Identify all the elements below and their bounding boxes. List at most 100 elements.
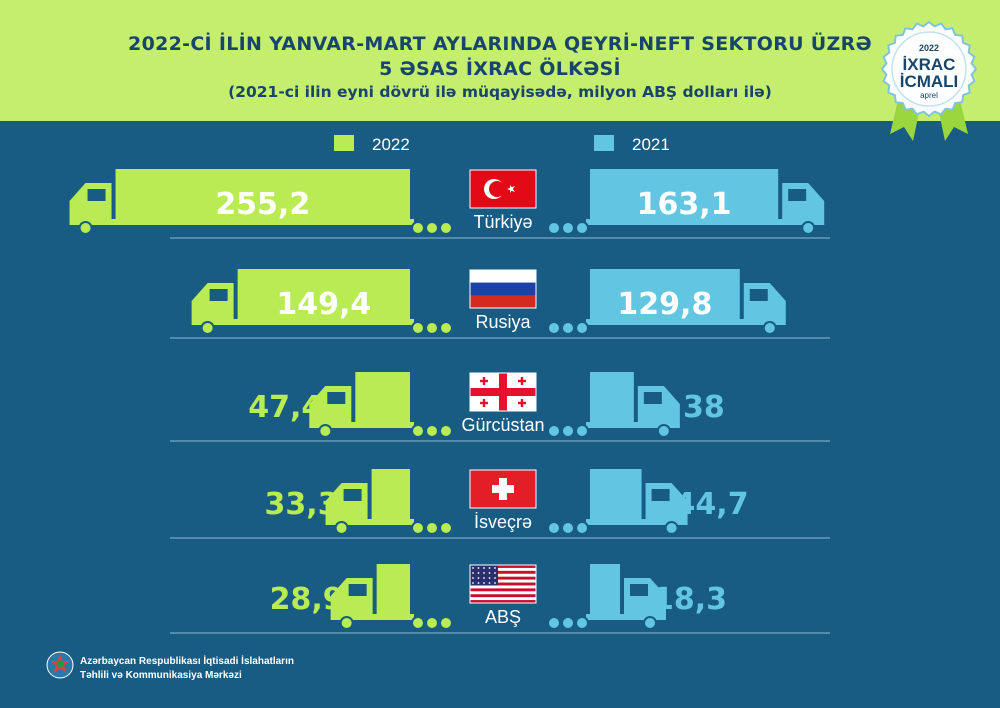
truck-cargo xyxy=(590,564,620,614)
category-label: Gürcüstan xyxy=(461,415,544,435)
truck-wheel xyxy=(561,221,575,235)
flag-star xyxy=(488,582,491,584)
truck-wheel xyxy=(439,521,453,535)
truck-wheel xyxy=(575,616,589,630)
flag-small-cross xyxy=(482,399,486,407)
truck-chassis xyxy=(586,219,793,225)
truck-cargo xyxy=(590,169,779,219)
truck-window xyxy=(327,392,346,404)
value-label-2022: 47,4 xyxy=(248,390,322,425)
footer-org-line2: Təhlili və Kommunikasiya Mərkəzi xyxy=(80,670,242,681)
flag-stripe xyxy=(470,579,536,583)
truck-chassis xyxy=(357,519,414,525)
truck-wheel xyxy=(561,616,575,630)
value-label-2022: 28,9 xyxy=(270,582,344,617)
russia-flag xyxy=(469,269,537,309)
truck-wheel xyxy=(656,424,671,438)
flag-stripe xyxy=(470,565,536,569)
truck-wheel xyxy=(439,221,453,235)
truck-2021-4 xyxy=(547,564,666,630)
truck-cargo xyxy=(237,269,410,319)
truck-wheel xyxy=(425,221,439,235)
flag-small-cross xyxy=(520,399,524,407)
flag-stripe xyxy=(470,594,536,598)
flag-stripe-white xyxy=(470,270,536,283)
flag-star xyxy=(488,572,491,574)
flag-star xyxy=(472,567,474,569)
truck-window xyxy=(348,584,367,596)
value-label-2022: 33,3 xyxy=(265,487,339,522)
flag-border xyxy=(469,169,537,209)
flag-stripe xyxy=(470,600,536,604)
truck-window xyxy=(87,189,106,201)
flag-stripe xyxy=(470,582,536,586)
truck-chassis xyxy=(101,219,415,225)
flag-star xyxy=(483,577,485,579)
value-label-2021: 38 xyxy=(683,390,725,425)
truck-wheel xyxy=(664,521,679,535)
value-label-2022: 255,2 xyxy=(215,187,310,222)
value-label-2022: 149,4 xyxy=(276,287,371,322)
truck-wheel xyxy=(561,424,575,438)
truck-wheel xyxy=(411,521,425,535)
flag-stripe xyxy=(470,591,536,595)
flag-star xyxy=(488,577,491,579)
truck-wheel xyxy=(425,321,439,335)
flag-cross-h xyxy=(492,485,514,493)
chart-title-line1: 2022-Cİ İLİN YANVAR-MART AYLARINDA QEYRİ… xyxy=(128,33,872,55)
truck-window xyxy=(651,489,670,501)
truck-wheel xyxy=(425,424,439,438)
category-label: Türkiyə xyxy=(473,212,532,232)
flag-stripe xyxy=(470,570,536,575)
truck-wheel xyxy=(575,221,589,235)
truck-cargo xyxy=(355,372,410,422)
flag-star xyxy=(507,185,515,193)
legend-label-2021: 2021 xyxy=(632,135,670,154)
flag-border xyxy=(469,564,537,604)
flag-stripe xyxy=(470,573,536,577)
truck-wheel xyxy=(547,616,561,630)
truck-wheel xyxy=(762,321,777,335)
flag-star xyxy=(472,572,474,574)
truck-2021-1 xyxy=(547,269,786,335)
usa-flag xyxy=(469,564,537,604)
truck-wheel xyxy=(411,616,425,630)
legend-swatch-2021 xyxy=(594,135,614,151)
truck-wheel xyxy=(200,321,215,335)
truck-wheel xyxy=(575,321,589,335)
truck-wheel xyxy=(547,221,561,235)
value-label-2021: 129,8 xyxy=(617,287,712,322)
flag-star xyxy=(494,572,496,574)
truck-wheel xyxy=(339,616,354,630)
flag-star xyxy=(472,582,474,584)
switzerland-flag xyxy=(469,469,537,509)
badge-line2: İCMALI xyxy=(900,72,959,91)
truck-2022-2 xyxy=(309,372,453,438)
flag-stripe xyxy=(470,588,536,592)
flag-star xyxy=(494,582,496,584)
truck-2021-0 xyxy=(547,169,825,235)
truck-wheel xyxy=(547,424,561,438)
category-label: Rusiya xyxy=(475,312,531,332)
value-label-2021: 18,3 xyxy=(653,582,727,617)
flag-stripe xyxy=(470,585,536,589)
flag-star xyxy=(472,577,474,579)
truck-wheel xyxy=(439,616,453,630)
truck-2021-2 xyxy=(547,372,680,438)
badge-rosette-icon xyxy=(880,20,978,118)
truck-chassis xyxy=(223,319,414,325)
flag-stripe xyxy=(470,567,536,572)
chart-subtitle: (2021-ci ilin eyni dövrü ilə müqayisədə,… xyxy=(228,83,772,101)
truck-cargo xyxy=(115,169,411,219)
truck-wheel xyxy=(425,521,439,535)
truck-wheel xyxy=(411,221,425,235)
flag-star xyxy=(477,572,480,574)
legend-swatch-2022 xyxy=(334,135,354,151)
badge-month: aprel xyxy=(920,91,938,100)
truck-wheel xyxy=(575,521,589,535)
flag-border xyxy=(469,372,537,412)
badge-line1: İXRAC xyxy=(903,55,956,74)
chart-legend: 2022 2021 xyxy=(334,135,670,154)
truck-cargo xyxy=(590,269,740,319)
